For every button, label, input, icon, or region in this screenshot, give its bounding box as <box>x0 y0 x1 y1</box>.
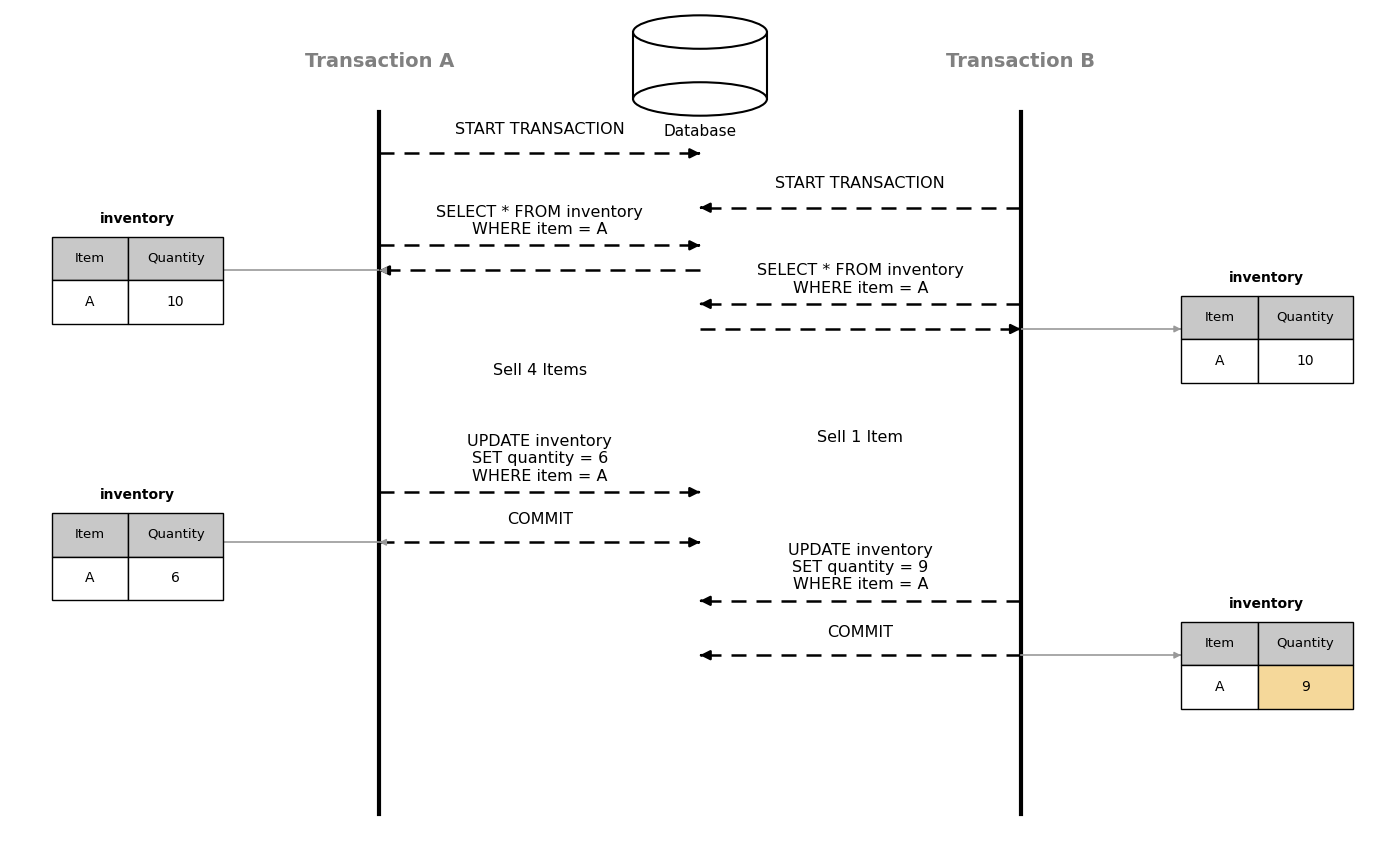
Text: Transaction A: Transaction A <box>305 52 454 71</box>
Text: 10: 10 <box>167 296 185 309</box>
Text: START TRANSACTION: START TRANSACTION <box>455 121 624 136</box>
Bar <box>1182 621 1257 665</box>
Text: Quantity: Quantity <box>1277 637 1334 650</box>
Text: Quantity: Quantity <box>147 528 204 541</box>
Bar <box>52 557 129 600</box>
Text: 9: 9 <box>1301 680 1309 694</box>
Text: inventory: inventory <box>99 212 175 226</box>
Bar <box>1257 296 1352 339</box>
Bar <box>52 513 129 557</box>
Text: A: A <box>1215 354 1224 368</box>
Bar <box>1257 621 1352 665</box>
Bar <box>52 280 129 324</box>
Text: 10: 10 <box>1296 354 1315 368</box>
Bar <box>129 237 223 280</box>
Bar <box>1182 339 1257 382</box>
Text: Item: Item <box>74 528 105 541</box>
Text: UPDATE inventory
SET quantity = 9
WHERE item = A: UPDATE inventory SET quantity = 9 WHERE … <box>788 543 932 593</box>
Text: START TRANSACTION: START TRANSACTION <box>776 176 945 191</box>
Text: Quantity: Quantity <box>1277 311 1334 324</box>
Text: COMMIT: COMMIT <box>507 512 573 527</box>
Text: Item: Item <box>74 253 105 265</box>
Text: Item: Item <box>1204 637 1235 650</box>
Text: A: A <box>85 296 95 309</box>
Bar <box>1182 665 1257 709</box>
Bar <box>1257 339 1352 382</box>
Text: inventory: inventory <box>1229 597 1305 611</box>
Bar <box>633 32 767 99</box>
Text: Database: Database <box>664 124 736 139</box>
Text: Sell 1 Item: Sell 1 Item <box>818 430 903 445</box>
Text: Item: Item <box>1204 311 1235 324</box>
Text: UPDATE inventory
SET quantity = 6
WHERE item = A: UPDATE inventory SET quantity = 6 WHERE … <box>468 434 612 484</box>
Bar <box>129 557 223 600</box>
Text: inventory: inventory <box>99 488 175 502</box>
Text: Quantity: Quantity <box>147 253 204 265</box>
Bar <box>129 280 223 324</box>
Text: A: A <box>85 571 95 585</box>
Text: 6: 6 <box>171 571 181 585</box>
Bar <box>1182 296 1257 339</box>
Text: inventory: inventory <box>1229 270 1305 285</box>
Bar <box>633 29 767 35</box>
Text: Transaction B: Transaction B <box>946 52 1095 71</box>
Text: SELECT * FROM inventory
WHERE item = A: SELECT * FROM inventory WHERE item = A <box>437 205 643 237</box>
Bar <box>52 237 129 280</box>
Bar <box>129 513 223 557</box>
Text: SELECT * FROM inventory
WHERE item = A: SELECT * FROM inventory WHERE item = A <box>757 264 963 296</box>
Ellipse shape <box>633 15 767 49</box>
Text: COMMIT: COMMIT <box>827 625 893 640</box>
Bar <box>1257 665 1352 709</box>
Text: Sell 4 Items: Sell 4 Items <box>493 363 587 378</box>
Ellipse shape <box>633 83 767 115</box>
Text: A: A <box>1215 680 1224 694</box>
